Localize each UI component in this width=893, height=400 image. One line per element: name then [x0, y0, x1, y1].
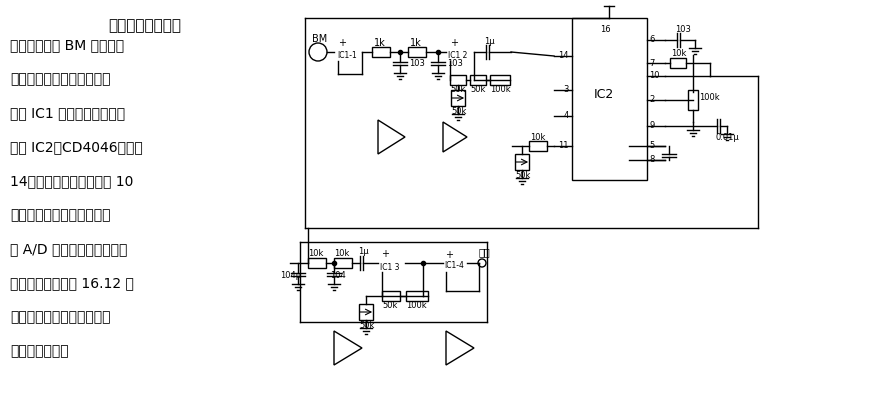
Bar	[308, 258, 326, 268]
Text: 103: 103	[409, 58, 425, 68]
Text: 50k: 50k	[382, 300, 397, 310]
Text: 14: 14	[558, 52, 569, 60]
Bar	[382, 291, 400, 301]
Text: 电路的拾音器 BM 将由电话: 电路的拾音器 BM 将由电话	[10, 38, 124, 52]
Bar	[451, 90, 465, 106]
Text: 7: 7	[649, 58, 655, 68]
Text: IC1 2: IC1 2	[448, 52, 467, 60]
Bar	[372, 47, 390, 57]
Bar	[688, 90, 698, 110]
Text: IC1-1: IC1-1	[337, 52, 356, 60]
Text: 输出，再经滤波、放大后送: 输出，再经滤波、放大后送	[10, 208, 111, 222]
Text: 50k: 50k	[451, 108, 466, 116]
Text: 10k: 10k	[334, 250, 349, 258]
Text: IC1-4: IC1-4	[444, 262, 463, 270]
Text: 10: 10	[649, 72, 660, 80]
Text: +: +	[450, 38, 458, 48]
Text: 心电信号解调电路: 心电信号解调电路	[109, 18, 181, 33]
Text: BM: BM	[312, 34, 327, 44]
Text: 传送的调制心电信号送入放: 传送的调制心电信号送入放	[10, 72, 111, 86]
Text: 16: 16	[600, 26, 611, 34]
Text: 3: 3	[563, 86, 569, 94]
Text: 电路相配合，可实现远距离: 电路相配合，可实现远距离	[10, 310, 111, 324]
Text: 到 A/D 变换器及微机进行分: 到 A/D 变换器及微机进行分	[10, 242, 128, 256]
Bar	[529, 141, 547, 151]
Text: 5: 5	[649, 142, 655, 150]
Text: 11: 11	[558, 142, 569, 150]
Bar	[359, 304, 373, 320]
Text: 14，经解调、鉴相后由脚 10: 14，经解调、鉴相后由脚 10	[10, 174, 133, 188]
Bar	[572, 18, 647, 180]
Text: IC1 3: IC1 3	[380, 262, 399, 272]
Text: 50k: 50k	[450, 84, 465, 94]
Text: 50k: 50k	[470, 84, 486, 94]
Text: 100k: 100k	[699, 94, 720, 102]
Text: 心电信号监护。: 心电信号监护。	[10, 344, 69, 358]
Text: 2: 2	[649, 96, 655, 104]
Text: 0.01μ: 0.01μ	[715, 134, 739, 142]
Text: 100k: 100k	[490, 84, 511, 94]
Bar	[406, 291, 428, 301]
Text: 1k: 1k	[410, 38, 421, 48]
Bar	[470, 75, 486, 85]
Bar	[334, 258, 352, 268]
Text: 100k: 100k	[406, 300, 427, 310]
Bar	[670, 58, 686, 68]
Text: 104: 104	[330, 270, 346, 280]
Text: +: +	[338, 38, 346, 48]
Text: 50k: 50k	[515, 172, 530, 180]
Text: 10k: 10k	[671, 50, 687, 58]
Bar	[515, 154, 529, 170]
Text: 输出: 输出	[479, 247, 491, 257]
Text: 加到 IC2（CD4046）的脚: 加到 IC2（CD4046）的脚	[10, 140, 143, 154]
Text: 103: 103	[675, 24, 691, 34]
Text: 大器 IC1 放大并滤波后，再: 大器 IC1 放大并滤波后，再	[10, 106, 125, 120]
Text: 4: 4	[563, 112, 569, 120]
Text: 10k: 10k	[530, 132, 546, 142]
Bar	[450, 75, 466, 85]
Text: 6: 6	[649, 36, 655, 44]
Text: 8: 8	[649, 156, 655, 164]
Text: +: +	[381, 249, 389, 259]
Text: 析处理。此电路与 16.12 的: 析处理。此电路与 16.12 的	[10, 276, 134, 290]
Text: 1μ: 1μ	[484, 36, 495, 46]
Text: 1k: 1k	[374, 38, 386, 48]
Text: 50k: 50k	[359, 322, 374, 330]
Text: 104μ: 104μ	[280, 270, 301, 280]
Text: IC2: IC2	[594, 88, 614, 100]
Text: 103: 103	[447, 58, 463, 68]
Bar	[408, 47, 426, 57]
Text: 9: 9	[649, 122, 655, 130]
Bar	[490, 75, 510, 85]
Text: 1μ: 1μ	[358, 248, 369, 256]
Text: 10k: 10k	[308, 250, 323, 258]
Text: +: +	[445, 250, 453, 260]
